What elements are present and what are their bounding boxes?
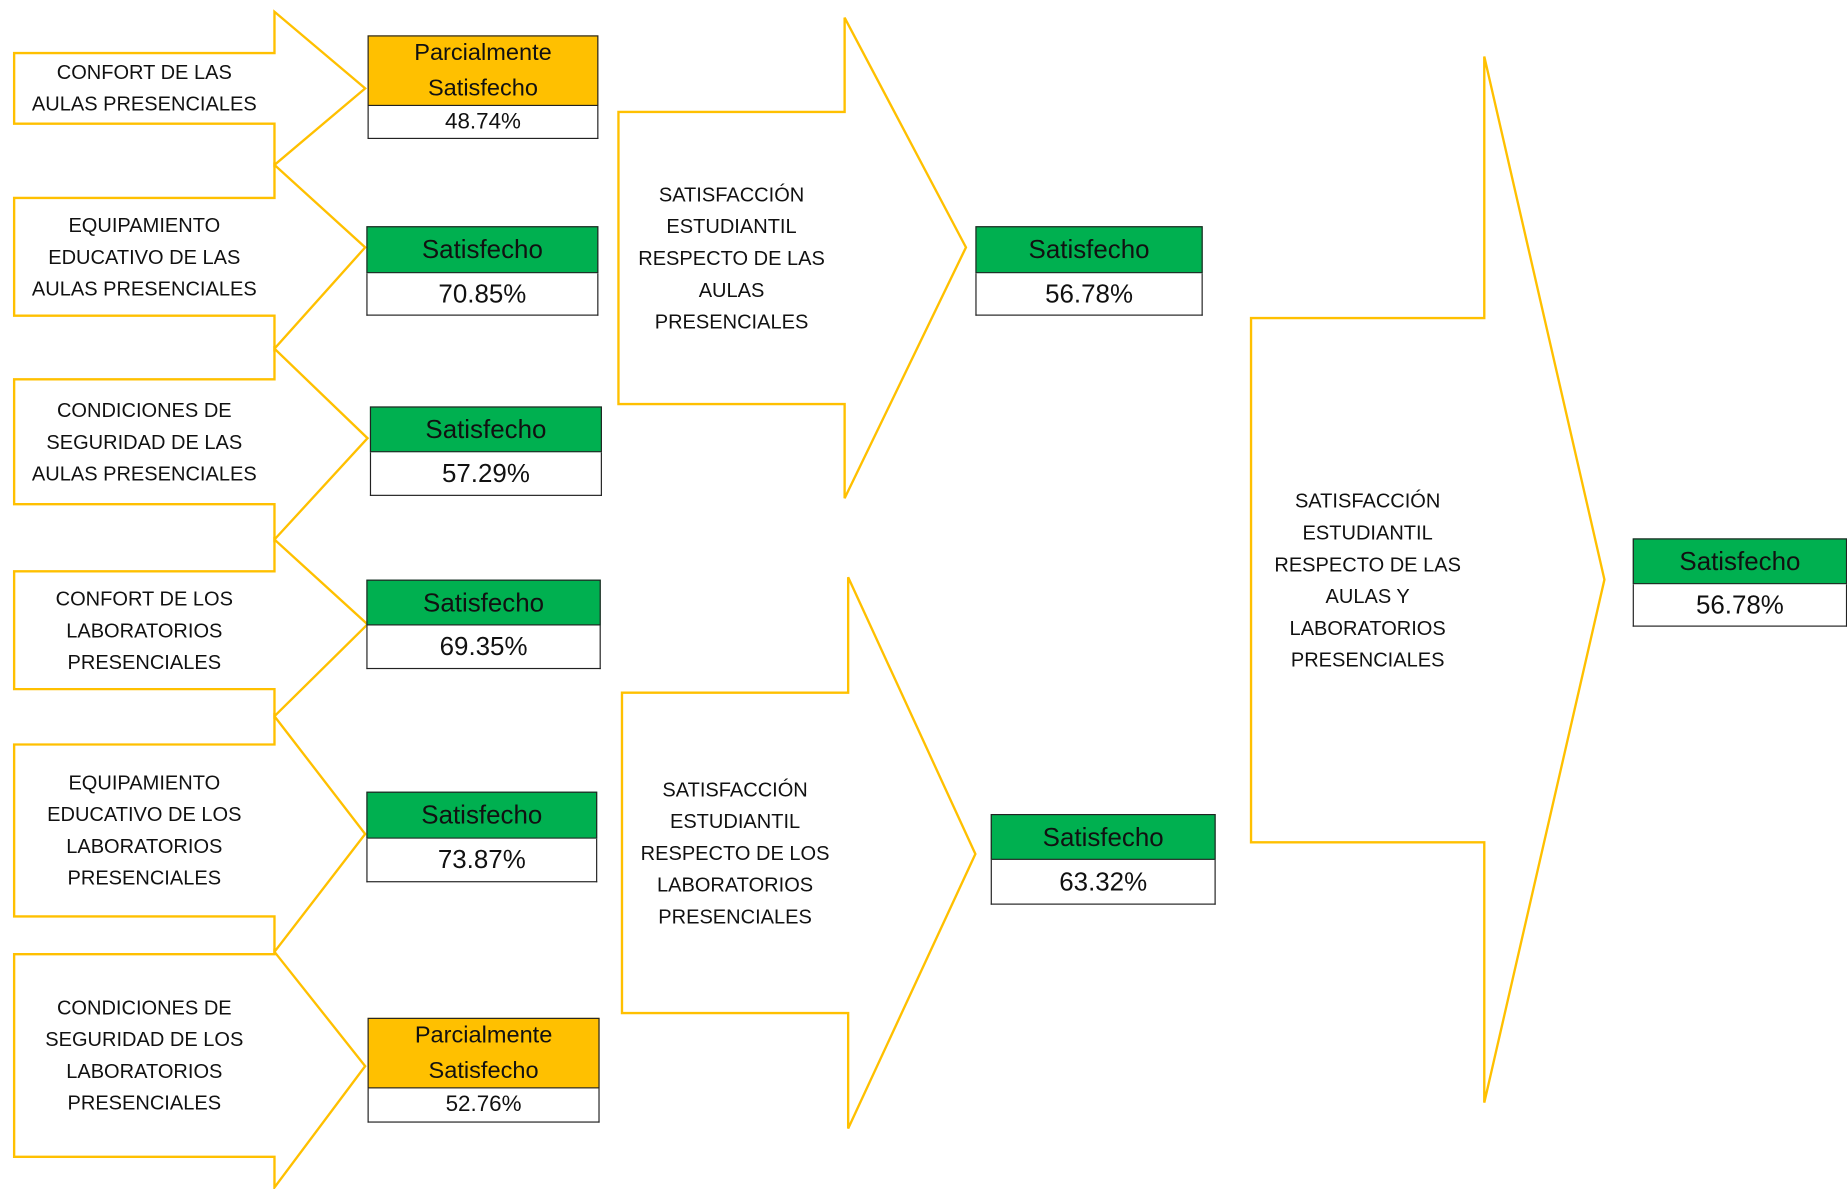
arrow (12, 948, 367, 1189)
value-box: 56.78% (1632, 584, 1847, 627)
status-box: Satisfecho (366, 579, 601, 626)
arrow (1249, 56, 1606, 1103)
status-box: Parcialmente Satisfecho (367, 35, 599, 107)
status-box: Satisfecho (975, 226, 1203, 274)
value-box: 70.85% (366, 273, 599, 316)
node-label: CONDICIONES DE SEGURIDAD DE LAS AULAS PR… (31, 398, 257, 485)
node-label: EQUIPAMIENTO EDUCATIVO DE LAS AULAS PRES… (31, 213, 257, 300)
value-box: 69.35% (366, 625, 601, 670)
node-label: CONFORT DE LAS AULAS PRESENCIALES (31, 61, 257, 116)
node-label: SATISFACCIÓN ESTUDIANTIL RESPECTO DE LOS… (640, 778, 830, 928)
status-box: Satisfecho (366, 226, 599, 274)
node-label: SATISFACCIÓN ESTUDIANTIL RESPECTO DE LAS… (1274, 489, 1461, 671)
node-label: EQUIPAMIENTO EDUCATIVO DE LOS LABORATORI… (47, 771, 242, 890)
status-box: Satisfecho (1632, 538, 1847, 585)
arrow (12, 345, 370, 543)
node-label: SATISFACCIÓN ESTUDIANTIL RESPECTO DE LAS… (638, 183, 825, 333)
status-box: Satisfecho (366, 791, 598, 839)
status-box: Satisfecho (990, 813, 1216, 860)
value-box: 63.32% (990, 859, 1216, 905)
arrow (617, 17, 968, 499)
status-box: Parcialmente Satisfecho (367, 1017, 600, 1089)
value-box: 56.78% (975, 273, 1203, 316)
node-label: CONFORT DE LOS LABORATORIOS PRESENCIALES (55, 587, 233, 674)
value-box: 73.87% (366, 838, 598, 883)
arrow (12, 9, 368, 168)
value-box: 57.29% (369, 452, 602, 496)
arrow (620, 576, 977, 1130)
value-box: 52.76% (367, 1088, 600, 1123)
status-box: Satisfecho (369, 406, 602, 453)
node-label: CONDICIONES DE SEGURIDAD DE LOS LABORATO… (45, 996, 244, 1115)
arrow (12, 712, 367, 956)
arrow (12, 162, 367, 352)
value-box: 48.74% (367, 106, 599, 140)
arrow (12, 536, 370, 720)
